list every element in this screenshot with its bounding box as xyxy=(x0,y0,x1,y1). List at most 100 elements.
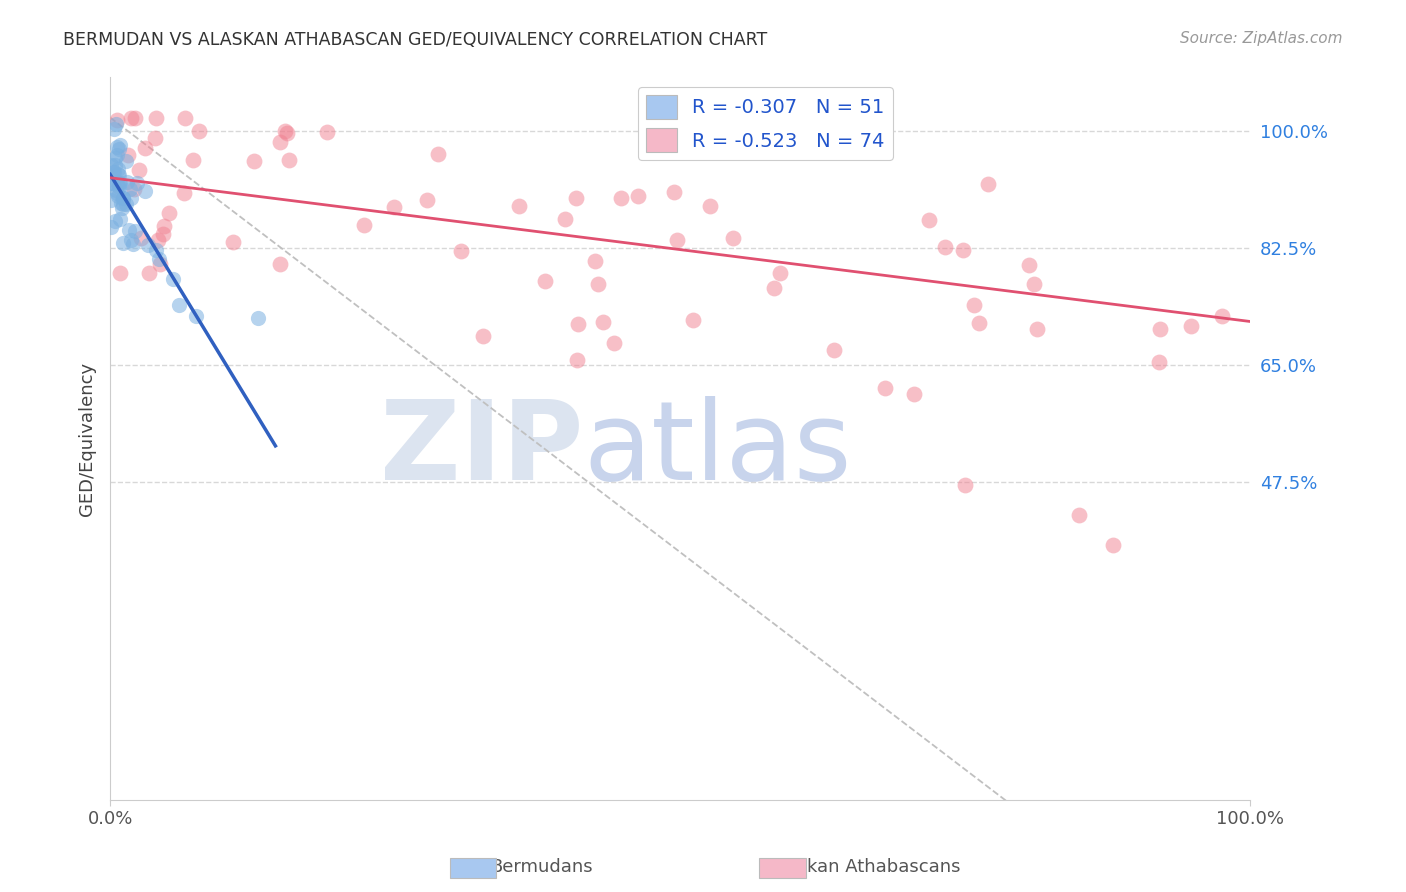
Point xyxy=(762,281,785,295)
Point xyxy=(162,272,184,286)
Point xyxy=(665,233,688,247)
Point xyxy=(129,231,152,245)
Point xyxy=(353,219,375,233)
Point xyxy=(583,253,606,268)
Point xyxy=(100,219,122,234)
Point xyxy=(108,142,131,156)
Point xyxy=(111,190,134,204)
Point xyxy=(1180,318,1202,333)
Point xyxy=(187,124,209,138)
Point xyxy=(115,175,138,189)
Point xyxy=(1067,508,1090,523)
Point xyxy=(148,252,170,267)
Point xyxy=(903,387,925,401)
Point xyxy=(112,197,135,211)
Point xyxy=(586,277,609,292)
Point xyxy=(934,240,956,254)
Point xyxy=(682,312,704,326)
Point xyxy=(105,175,128,189)
Point xyxy=(145,243,167,257)
Point xyxy=(1102,538,1125,552)
Point xyxy=(976,177,998,191)
Point xyxy=(269,135,291,149)
Point xyxy=(108,179,131,194)
Point xyxy=(699,199,721,213)
Point xyxy=(104,151,127,165)
Point xyxy=(103,122,125,136)
Point xyxy=(108,266,131,280)
Point xyxy=(120,191,142,205)
Point xyxy=(108,168,131,182)
Point xyxy=(152,219,174,234)
Point xyxy=(567,353,589,368)
Point xyxy=(105,183,128,197)
Point xyxy=(554,211,576,226)
Point xyxy=(157,205,180,219)
Point xyxy=(110,212,132,227)
Point xyxy=(107,147,129,161)
Point xyxy=(875,381,897,395)
Point xyxy=(316,125,339,139)
Point xyxy=(450,244,472,258)
Point xyxy=(1149,322,1171,336)
Point xyxy=(567,317,589,331)
Point xyxy=(222,235,245,249)
Point xyxy=(243,153,266,168)
Point xyxy=(120,111,142,125)
Point xyxy=(799,135,821,149)
Point xyxy=(101,176,124,190)
Point xyxy=(664,186,686,200)
Point xyxy=(115,197,138,211)
Point xyxy=(184,310,207,324)
Point xyxy=(111,201,134,215)
Point xyxy=(143,130,166,145)
Point xyxy=(108,138,131,153)
Point xyxy=(148,233,170,247)
Point xyxy=(967,316,990,330)
Point xyxy=(108,176,131,190)
Point xyxy=(118,223,141,237)
Point xyxy=(124,111,146,125)
Point xyxy=(472,329,495,343)
Point xyxy=(105,117,128,131)
Point xyxy=(1024,277,1046,291)
Point xyxy=(952,243,974,257)
Y-axis label: GED/Equivalency: GED/Equivalency xyxy=(79,361,96,516)
Point xyxy=(138,266,160,280)
Text: Bermudans: Bermudans xyxy=(491,858,592,876)
Point xyxy=(603,335,626,350)
Point xyxy=(269,257,291,271)
Point xyxy=(134,184,156,198)
Point xyxy=(107,189,129,203)
Point xyxy=(173,186,195,200)
Point xyxy=(1018,258,1040,272)
Point xyxy=(100,176,122,190)
Point xyxy=(120,182,142,196)
Point xyxy=(278,153,301,168)
Point xyxy=(110,195,132,210)
Point xyxy=(128,162,150,177)
Point xyxy=(592,315,614,329)
Point xyxy=(534,274,557,288)
Point xyxy=(384,200,406,214)
Point xyxy=(145,111,167,125)
Point xyxy=(108,176,131,190)
Point xyxy=(149,257,172,271)
Point xyxy=(101,165,124,179)
Point xyxy=(174,111,197,125)
Point xyxy=(134,141,156,155)
Point xyxy=(416,193,439,207)
Point xyxy=(152,227,174,241)
Point xyxy=(105,112,128,127)
Point xyxy=(721,231,744,245)
Point xyxy=(117,148,139,162)
Point xyxy=(122,236,145,251)
Point xyxy=(103,165,125,179)
Point xyxy=(953,478,976,492)
Point xyxy=(823,343,845,357)
Point xyxy=(627,188,650,202)
Point xyxy=(115,153,138,168)
Point xyxy=(1211,309,1233,323)
Point xyxy=(963,298,986,312)
Point xyxy=(609,191,631,205)
